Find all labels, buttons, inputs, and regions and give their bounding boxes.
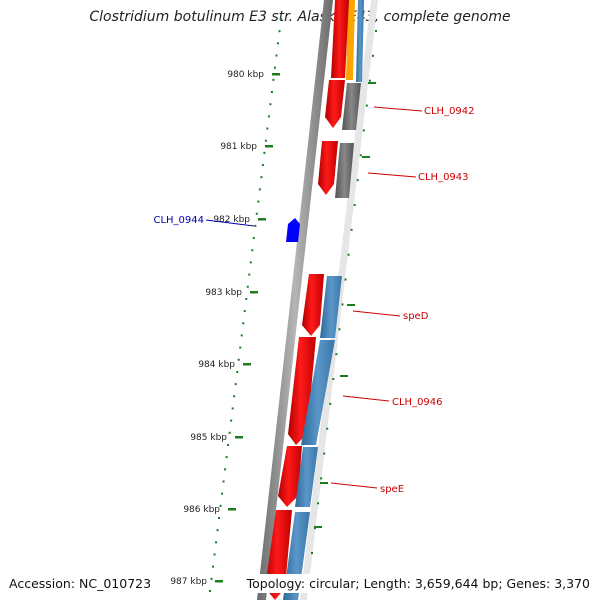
outer-dash (362, 156, 370, 158)
leader-line (342, 395, 390, 402)
blue-feature-speD (320, 276, 342, 338)
tick-label: 981 kbp (220, 142, 257, 152)
map-title: Clostridium botulinum E3 str. Alaska E43… (89, 9, 511, 25)
tick-label: 987 kbp (170, 577, 207, 587)
gene-label-layer: CLH_0942 CLH_0943 CLH_0944 speD CLH_0946 speE (153, 106, 474, 495)
cds-CLH_0942 (325, 80, 345, 128)
tick-label: 985 kbp (190, 433, 227, 443)
outer-dash (347, 304, 355, 306)
outer-dash (340, 375, 348, 377)
outer-dash (314, 526, 322, 528)
tick-mark (250, 291, 258, 294)
cds-CLH_0946 (288, 337, 316, 445)
gene-label[interactable]: CLH_0942 (424, 106, 475, 117)
topology-text: Topology: circular; Length: 3,659,644 bp… (244, 574, 592, 593)
gene-label[interactable]: CLH_0946 (392, 397, 443, 408)
leader-line (205, 219, 255, 227)
gene-label[interactable]: speD (403, 311, 429, 322)
accession-text: Accession: NC_010723 (7, 574, 154, 593)
tick-label: 984 kbp (198, 360, 235, 370)
outer-dash (368, 82, 376, 84)
gene-label[interactable]: CLH_0943 (418, 172, 469, 183)
gene-label[interactable]: CLH_0944 (153, 215, 204, 226)
leader-line (330, 482, 378, 489)
outer-dotted-guide (311, 30, 377, 554)
tick-mark (228, 508, 236, 511)
gray-feature-CLH_0942 (342, 83, 361, 130)
tick-mark (272, 73, 280, 76)
leader-line (367, 172, 417, 178)
cds-speD (302, 274, 324, 336)
tick-mark (258, 218, 266, 221)
tick-mark (235, 436, 243, 439)
blue-track-top (356, 0, 364, 82)
tick-label: 980 kbp (227, 70, 264, 80)
blue-feature-speE (295, 447, 318, 507)
cds-top (331, 0, 349, 78)
cds-CLH_0943 (318, 141, 338, 195)
dotted-guides (209, 18, 377, 592)
leader-line (373, 106, 423, 112)
tick-label: 986 kbp (183, 505, 220, 515)
tick-label: 982 kbp (213, 215, 250, 225)
gene-label[interactable]: speE (380, 484, 404, 495)
gray-feature-CLH_0943 (335, 143, 354, 198)
cds-speE (278, 446, 302, 507)
tick-layer: 980 kbp 981 kbp 982 kbp 983 kbp 984 kbp 985 k… (170, 70, 280, 587)
blue-feature-CLH_0946 (301, 340, 335, 445)
tick-label: 983 kbp (205, 288, 242, 298)
orange-track (346, 0, 355, 80)
outer-dash (320, 482, 328, 484)
tick-mark (265, 145, 273, 148)
tick-mark (243, 363, 251, 366)
cds-CLH_0944 (286, 218, 300, 242)
inner-dotted-guide (209, 18, 282, 592)
leader-line (352, 310, 401, 317)
tick-mark (215, 580, 223, 583)
backbone-ring (257, 0, 333, 600)
